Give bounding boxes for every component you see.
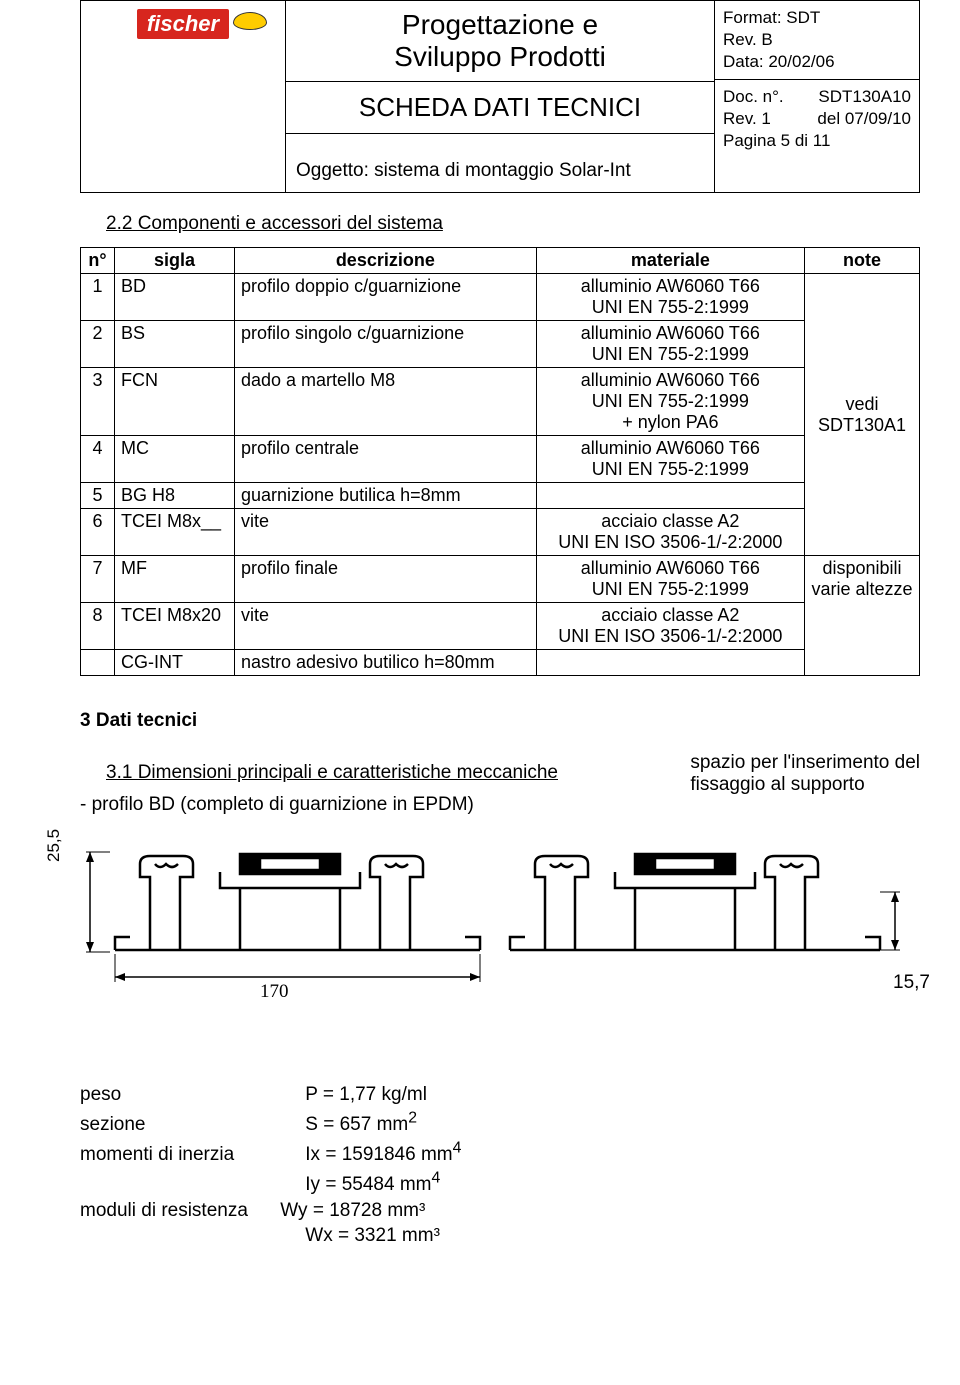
table-row: 6TCEI M8x__viteacciaio classe A2 UNI EN … [81, 509, 920, 556]
cell-n: 2 [81, 321, 115, 368]
table-head-row: n° sigla descrizione materiale note [81, 248, 920, 274]
dim-width: 170 [260, 981, 289, 1003]
cell-desc: profilo finale [235, 556, 537, 603]
col-desc: descrizione [235, 248, 537, 274]
cell-desc: profilo doppio c/guarnizione [235, 274, 537, 321]
cell-mat: alluminio AW6060 T66 UNI EN 755-2:1999 [536, 436, 804, 483]
table-row: 7MFprofilo finalealluminio AW6060 T66 UN… [81, 556, 920, 603]
cell-desc: vite [235, 509, 537, 556]
meta-format: Format: SDT Rev. B Data: 20/02/06 [715, 1, 919, 80]
section-3-1-heading: 3.1 Dimensioni principali e caratteristi… [106, 762, 558, 784]
spec-val-iy: Iy = 55484 mm4 [305, 1174, 440, 1195]
doc-dept-title: Progettazione e Sviluppo Prodotti [286, 1, 714, 82]
col-sigla: sigla [115, 248, 235, 274]
cell-sigla: MC [115, 436, 235, 483]
cell-sigla: TCEI M8x20 [115, 603, 235, 650]
spec-row: momenti di inerzia Ix = 1591846 mm4 [80, 1138, 920, 1168]
cell-note: disponibili varie altezze [805, 556, 920, 676]
spec-label-peso: peso [80, 1082, 300, 1108]
spec-row: Wx = 3321 mm³ [80, 1223, 920, 1249]
spec-row: moduli di resistenza Wy = 18728 mm³ [80, 1198, 920, 1224]
spec-label-sezione: sezione [80, 1112, 300, 1138]
table-row: 8TCEI M8x20viteacciaio classe A2 UNI EN … [81, 603, 920, 650]
brand-logo: fischer [137, 9, 229, 39]
cell-sigla: BD [115, 274, 235, 321]
cell-desc: profilo centrale [235, 436, 537, 483]
cell-mat [536, 650, 804, 676]
cell-sigla: MF [115, 556, 235, 603]
table-row: 1BDprofilo doppio c/guarnizionealluminio… [81, 274, 920, 321]
cell-desc: nastro adesivo butilico h=80mm [235, 650, 537, 676]
spec-label-inerzia: momenti di inerzia [80, 1142, 300, 1168]
cell-note-merged: vedi SDT130A1 [805, 274, 920, 556]
cell-mat: alluminio AW6060 T66 UNI EN 755-2:1999 [536, 321, 804, 368]
cell-mat: alluminio AW6060 T66 UNI EN 755-2:1999 [536, 274, 804, 321]
cell-desc: guarnizione butilica h=8mm [235, 483, 537, 509]
cell-n: 4 [81, 436, 115, 483]
cell-desc: dado a martello M8 [235, 368, 537, 436]
cell-sigla: BG H8 [115, 483, 235, 509]
specs-block: peso P = 1,77 kg/ml sezione S = 657 mm2 … [80, 1082, 920, 1249]
table-row: CG-INTnastro adesivo butilico h=80mm [81, 650, 920, 676]
dim-height: 25,5 [44, 829, 64, 862]
table-row: 4MCprofilo centralealluminio AW6060 T66 … [81, 436, 920, 483]
cell-sigla: BS [115, 321, 235, 368]
section-3-heading: 3 Dati tecnici [80, 710, 920, 732]
spec-val-wy: Wy = 18728 mm³ [280, 1200, 425, 1221]
profile-diagram: 25,5 [80, 822, 920, 1052]
spec-row: Iy = 55484 mm4 [80, 1168, 920, 1198]
cell-n: 6 [81, 509, 115, 556]
spec-row: peso P = 1,77 kg/ml [80, 1082, 920, 1108]
spec-row: sezione S = 657 mm2 [80, 1108, 920, 1138]
cell-mat: alluminio AW6060 T66 UNI EN 755-2:1999 +… [536, 368, 804, 436]
col-n: n° [81, 248, 115, 274]
profile-svg [80, 822, 920, 992]
spec-val-sezione: S = 657 mm2 [305, 1114, 417, 1135]
cell-mat: acciaio classe A2 UNI EN ISO 3506-1/-2:2… [536, 509, 804, 556]
doc-subject: Oggetto: sistema di montaggio Solar-Int [286, 134, 714, 192]
dim-thickness: 15,7 [893, 972, 930, 994]
section-3-1-sub: - profilo BD (completo di guarnizione in… [80, 794, 558, 816]
insertion-note: spazio per l'inserimento del fissaggio a… [690, 752, 920, 796]
cell-mat: acciaio classe A2 UNI EN ISO 3506-1/-2:2… [536, 603, 804, 650]
cell-n: 7 [81, 556, 115, 603]
spec-val-wx: Wx = 3321 mm³ [305, 1225, 440, 1246]
logo-text: fischer [147, 11, 219, 36]
fish-icon [233, 12, 267, 30]
meta-docnum: Doc. n°. SDT130A10 Rev. 1 del 07/09/10 P… [715, 80, 919, 158]
cell-sigla: FCN [115, 368, 235, 436]
cell-sigla: CG-INT [115, 650, 235, 676]
cell-mat [536, 483, 804, 509]
col-mat: materiale [536, 248, 804, 274]
spec-val-peso: P = 1,77 kg/ml [305, 1084, 427, 1105]
spec-val-ix: Ix = 1591846 mm4 [305, 1144, 461, 1165]
components-table: n° sigla descrizione materiale note 1BDp… [80, 247, 920, 676]
col-note: note [805, 248, 920, 274]
cell-desc: vite [235, 603, 537, 650]
cell-n [81, 650, 115, 676]
spec-label-moduli: moduli di resistenza [80, 1198, 275, 1224]
logo-cell: fischer [81, 1, 286, 192]
table-row: 5BG H8guarnizione butilica h=8mm [81, 483, 920, 509]
header-meta: Format: SDT Rev. B Data: 20/02/06 Doc. n… [714, 1, 919, 192]
header-center: Progettazione e Sviluppo Prodotti SCHEDA… [286, 1, 714, 192]
table-row: 2BSprofilo singolo c/guarnizioneallumini… [81, 321, 920, 368]
cell-n: 8 [81, 603, 115, 650]
table-row: 3FCNdado a martello M8alluminio AW6060 T… [81, 368, 920, 436]
cell-desc: profilo singolo c/guarnizione [235, 321, 537, 368]
cell-n: 5 [81, 483, 115, 509]
cell-n: 3 [81, 368, 115, 436]
doc-kind: SCHEDA DATI TECNICI [286, 82, 714, 134]
cell-n: 1 [81, 274, 115, 321]
doc-header: fischer Progettazione e Sviluppo Prodott… [80, 0, 920, 193]
cell-mat: alluminio AW6060 T66 UNI EN 755-2:1999 [536, 556, 804, 603]
cell-sigla: TCEI M8x__ [115, 509, 235, 556]
section-2-2-heading: 2.2 Componenti e accessori del sistema [106, 213, 920, 235]
